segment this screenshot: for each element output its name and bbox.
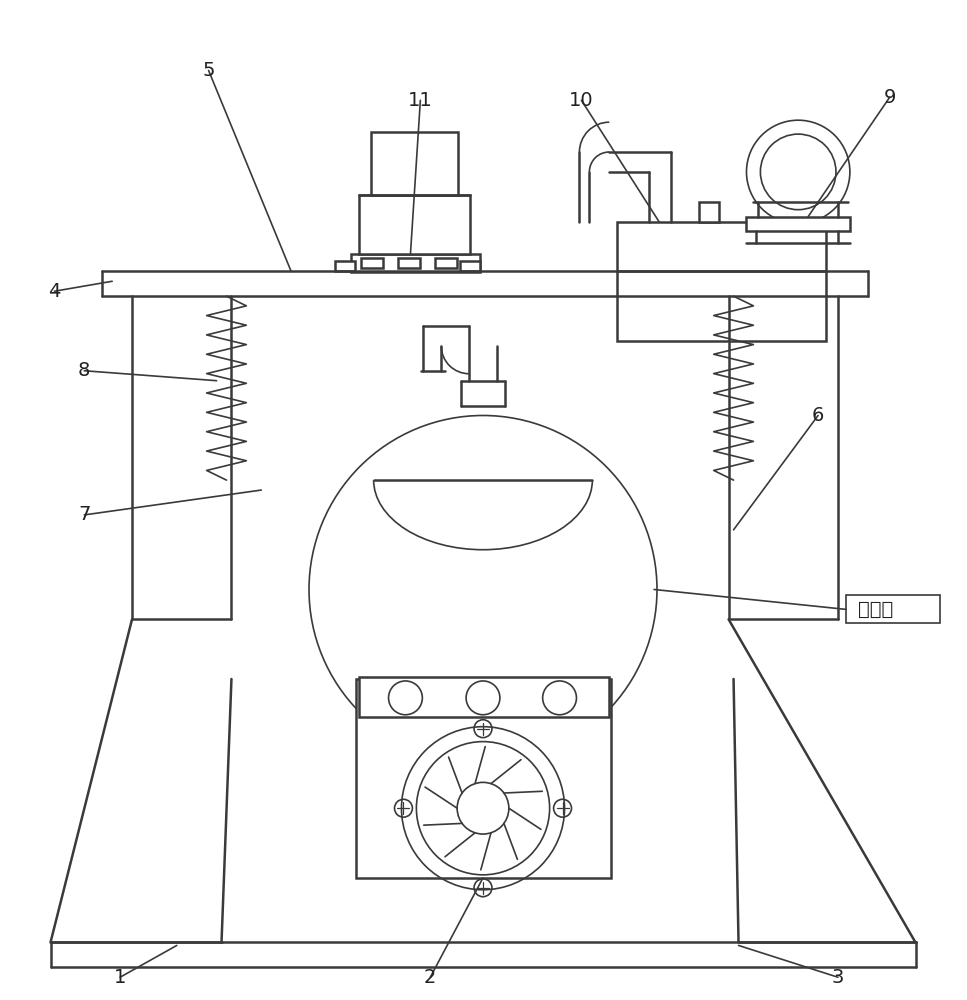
Text: 9: 9 bbox=[884, 88, 895, 107]
Text: 2: 2 bbox=[425, 968, 436, 987]
Bar bbox=[335, 261, 355, 271]
Bar bbox=[460, 261, 480, 271]
Text: 1: 1 bbox=[114, 968, 127, 987]
Bar bbox=[359, 195, 470, 254]
Text: 10: 10 bbox=[570, 91, 594, 110]
Text: 8: 8 bbox=[78, 361, 91, 380]
Bar bbox=[359, 677, 609, 717]
Bar bbox=[351, 254, 480, 272]
Text: 11: 11 bbox=[408, 91, 433, 110]
Text: 7: 7 bbox=[78, 505, 91, 524]
Bar bbox=[370, 132, 458, 195]
Text: 4: 4 bbox=[48, 282, 61, 301]
Bar bbox=[356, 679, 611, 878]
Text: 6: 6 bbox=[812, 406, 824, 425]
Bar bbox=[435, 258, 457, 268]
Text: 3: 3 bbox=[832, 968, 844, 987]
Bar bbox=[747, 217, 850, 231]
Bar bbox=[398, 258, 421, 268]
Text: 玻璃球: 玻璃球 bbox=[858, 600, 894, 619]
Bar bbox=[699, 202, 718, 222]
Bar bbox=[361, 258, 383, 268]
Text: 5: 5 bbox=[202, 61, 215, 80]
Bar bbox=[846, 595, 940, 623]
Bar bbox=[617, 222, 826, 341]
